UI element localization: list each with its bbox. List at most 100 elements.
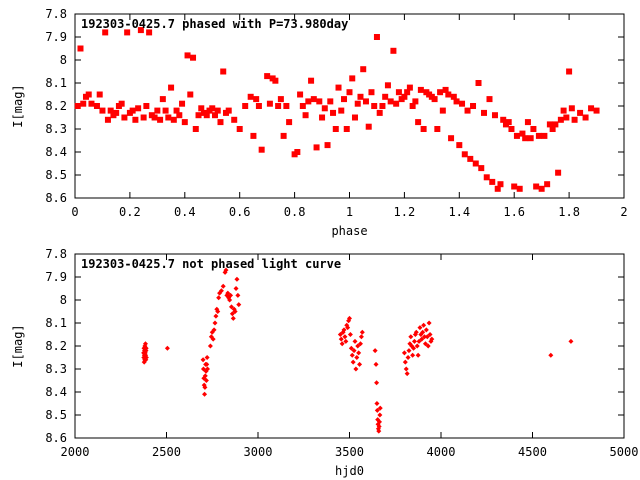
x-tick-label: 2000 — [61, 445, 90, 459]
data-point — [530, 126, 537, 132]
data-point — [204, 366, 210, 372]
data-point — [195, 112, 202, 119]
data-point — [374, 380, 380, 386]
data-point — [431, 96, 438, 103]
data-point — [401, 93, 408, 100]
data-point — [347, 315, 352, 321]
unphased-chart-title: 192303-0425.7 not phased light curve — [81, 257, 341, 271]
data-point — [230, 315, 236, 321]
data-point — [563, 114, 570, 121]
data-point — [225, 107, 232, 114]
data-point — [358, 334, 364, 340]
data-point — [124, 29, 131, 36]
y-tick-label: 8.5 — [45, 408, 67, 422]
data-point — [426, 320, 432, 326]
data-point — [412, 98, 419, 105]
data-point — [548, 352, 554, 358]
data-point — [560, 107, 567, 114]
data-point — [157, 116, 164, 123]
data-point — [354, 355, 360, 360]
unphased-x-axis: 2000 2500 3000 3500 4000 4500 5000 — [61, 254, 638, 459]
data-point — [408, 334, 414, 340]
data-point — [483, 174, 490, 181]
data-point — [434, 126, 441, 132]
data-point — [417, 325, 423, 331]
data-point — [437, 89, 444, 96]
data-point — [371, 103, 378, 109]
y-tick-label: 8 — [60, 293, 67, 307]
data-point — [154, 107, 161, 114]
data-point — [453, 98, 460, 105]
data-point — [456, 142, 463, 149]
y-tick-label: 8.6 — [45, 191, 67, 205]
data-point — [228, 304, 234, 310]
data-point — [204, 361, 210, 367]
data-point — [275, 103, 282, 109]
data-point — [372, 348, 378, 354]
x-tick-label: 2 — [620, 205, 627, 219]
data-point — [568, 338, 574, 344]
data-point — [220, 68, 227, 75]
data-point — [228, 292, 234, 298]
unphased-light-curve-panel: 7.8 7.9 8 8.1 8.2 8.3 8.4 8.5 8.6 2000 2500 3000 35… — [11, 247, 638, 478]
data-point — [401, 350, 407, 356]
data-point — [308, 77, 315, 84]
data-point — [146, 29, 153, 36]
data-point — [173, 107, 180, 114]
y-tick-label: 8.6 — [45, 431, 67, 445]
data-point — [513, 132, 520, 139]
data-point — [588, 105, 595, 112]
data-point — [102, 29, 109, 36]
data-point — [203, 378, 209, 383]
data-point — [80, 100, 87, 107]
x-tick-label: 0.6 — [229, 205, 251, 219]
data-point — [220, 283, 226, 289]
data-point — [352, 338, 358, 344]
data-point — [415, 119, 422, 126]
data-point — [491, 112, 498, 119]
data-point — [140, 114, 147, 121]
data-point — [184, 52, 191, 59]
data-point — [406, 348, 412, 354]
data-point — [247, 93, 254, 100]
data-point — [349, 75, 356, 82]
data-point — [327, 98, 334, 105]
data-point — [231, 116, 238, 123]
data-point — [557, 116, 564, 123]
data-point — [85, 91, 92, 98]
data-point — [535, 132, 542, 139]
data-point — [286, 119, 293, 126]
data-point — [99, 107, 106, 114]
data-point — [347, 332, 353, 337]
data-point — [143, 103, 150, 109]
data-point — [405, 355, 411, 360]
data-point — [192, 126, 199, 132]
x-tick-label: 0 — [71, 205, 78, 219]
data-point — [338, 107, 345, 114]
data-point — [338, 336, 344, 342]
data-point — [229, 311, 235, 317]
data-point — [376, 109, 383, 116]
data-point — [422, 334, 428, 340]
data-point — [211, 327, 217, 333]
data-point — [406, 84, 413, 91]
data-point — [549, 126, 556, 132]
data-point — [264, 73, 271, 80]
data-point — [339, 341, 345, 347]
data-point — [202, 373, 208, 379]
data-point — [313, 144, 320, 151]
data-point — [393, 100, 400, 107]
data-point — [416, 338, 422, 344]
data-point — [348, 345, 354, 351]
y-tick-label: 8.1 — [45, 316, 67, 330]
data-point — [258, 146, 265, 153]
data-point — [582, 114, 589, 121]
data-point — [198, 105, 205, 112]
x-tick-label: 4500 — [518, 445, 547, 459]
data-point — [461, 151, 468, 158]
data-point — [280, 132, 287, 139]
data-point — [210, 336, 216, 342]
data-point — [500, 116, 507, 123]
data-point — [448, 135, 455, 142]
data-point — [445, 91, 452, 98]
